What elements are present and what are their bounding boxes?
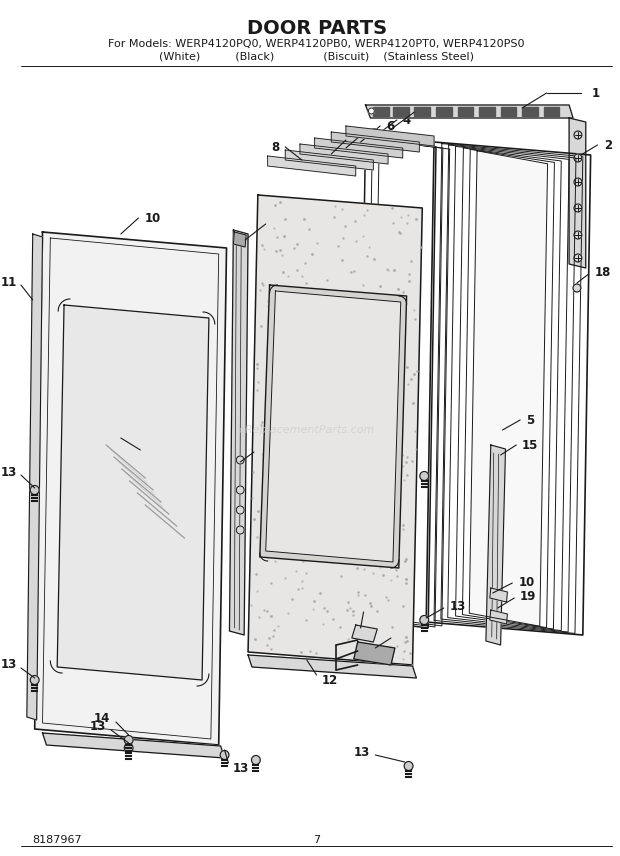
Polygon shape — [436, 107, 451, 116]
Polygon shape — [522, 107, 538, 116]
Circle shape — [236, 486, 244, 494]
Polygon shape — [229, 230, 248, 635]
Circle shape — [236, 456, 244, 464]
Polygon shape — [260, 285, 407, 568]
Text: 8: 8 — [271, 140, 280, 153]
Text: 6: 6 — [386, 120, 394, 133]
Circle shape — [574, 254, 582, 262]
Circle shape — [574, 154, 582, 162]
Polygon shape — [458, 107, 473, 116]
Text: 4: 4 — [403, 114, 411, 127]
Polygon shape — [300, 144, 388, 164]
Text: 12: 12 — [99, 429, 115, 442]
Polygon shape — [43, 733, 224, 758]
Polygon shape — [500, 107, 516, 116]
Text: 7: 7 — [313, 835, 320, 845]
Polygon shape — [393, 107, 409, 116]
Circle shape — [574, 178, 582, 186]
Polygon shape — [354, 642, 395, 665]
Text: 20: 20 — [397, 629, 413, 643]
Text: 5: 5 — [526, 413, 534, 426]
Circle shape — [574, 204, 582, 212]
Polygon shape — [373, 107, 389, 116]
Text: 10: 10 — [144, 211, 161, 224]
Circle shape — [404, 762, 413, 770]
Polygon shape — [366, 105, 573, 118]
Text: 13: 13 — [1, 658, 17, 671]
Circle shape — [368, 108, 374, 114]
Text: 19: 19 — [520, 591, 536, 603]
Polygon shape — [248, 195, 422, 665]
Polygon shape — [233, 232, 246, 247]
Polygon shape — [486, 445, 505, 645]
Text: 3: 3 — [420, 105, 428, 118]
Polygon shape — [479, 107, 495, 116]
Polygon shape — [569, 118, 586, 268]
Text: For Models: WERP4120PQ0, WERP4120PB0, WERP4120PT0, WERP4120PS0: For Models: WERP4120PQ0, WERP4120PB0, WE… — [108, 39, 525, 49]
Text: 13: 13 — [90, 721, 106, 734]
Polygon shape — [57, 305, 209, 680]
Polygon shape — [331, 132, 419, 152]
Circle shape — [252, 756, 260, 764]
Circle shape — [220, 751, 229, 759]
Polygon shape — [352, 625, 377, 642]
Text: 7: 7 — [352, 134, 360, 146]
Polygon shape — [544, 107, 559, 116]
Circle shape — [236, 506, 244, 514]
Text: 2: 2 — [604, 139, 613, 152]
Text: 11: 11 — [1, 276, 17, 288]
Circle shape — [236, 526, 244, 534]
Text: 6: 6 — [368, 127, 377, 140]
Polygon shape — [266, 291, 401, 562]
Text: 13: 13 — [354, 746, 370, 758]
Text: 19: 19 — [260, 443, 276, 456]
Text: 15: 15 — [522, 438, 539, 451]
Text: 14: 14 — [94, 712, 110, 726]
Circle shape — [30, 675, 39, 685]
Circle shape — [124, 735, 133, 745]
Circle shape — [30, 485, 39, 495]
Text: 18: 18 — [595, 265, 611, 278]
Polygon shape — [314, 138, 403, 158]
Text: 1: 1 — [591, 86, 600, 99]
Polygon shape — [248, 655, 417, 678]
Circle shape — [124, 744, 133, 752]
Polygon shape — [35, 232, 226, 745]
Circle shape — [574, 231, 582, 239]
Text: eReplacementParts.com: eReplacementParts.com — [239, 425, 375, 435]
Polygon shape — [268, 156, 356, 176]
Text: 22: 22 — [355, 599, 371, 613]
Circle shape — [573, 284, 581, 292]
Polygon shape — [27, 234, 43, 720]
Text: DOOR PARTS: DOOR PARTS — [247, 19, 387, 38]
Polygon shape — [469, 151, 547, 626]
Circle shape — [420, 615, 428, 625]
Circle shape — [420, 472, 428, 480]
Polygon shape — [285, 150, 373, 170]
Circle shape — [574, 131, 582, 139]
Text: 9: 9 — [272, 217, 280, 230]
Text: 13: 13 — [450, 599, 466, 613]
Text: 13: 13 — [232, 762, 249, 775]
Text: 8187967: 8187967 — [33, 835, 82, 845]
Polygon shape — [490, 588, 507, 602]
Polygon shape — [490, 610, 507, 624]
Text: 13: 13 — [1, 466, 17, 479]
Polygon shape — [346, 126, 434, 146]
Text: 12: 12 — [321, 674, 338, 687]
Text: (White)          (Black)              (Biscuit)    (Stainless Steel): (White) (Black) (Biscuit) (Stainless Ste… — [159, 51, 474, 61]
Polygon shape — [414, 107, 430, 116]
Text: 10: 10 — [518, 576, 534, 590]
